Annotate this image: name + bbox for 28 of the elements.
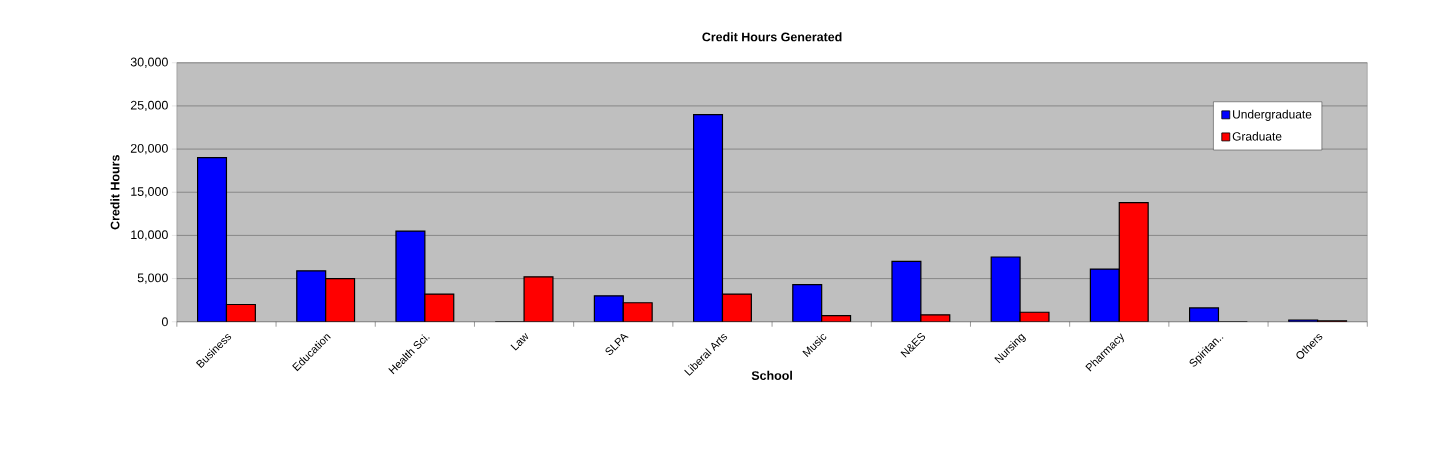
x-axis-title: School [751,370,792,380]
bar [593,295,624,322]
y-tick-label: 0 [161,317,168,327]
bar [225,303,256,322]
y-tick-label: 30,000 [130,57,168,68]
bar [792,283,823,322]
bar [196,156,228,322]
legend-label: Undergraduate [1233,109,1312,121]
bar [325,277,356,322]
y-tick-label: 20,000 [130,143,168,155]
y-tick-label: 25,000 [130,100,168,111]
bar [523,276,554,322]
bar [721,293,752,322]
chart-title: Credit Hours Generated [702,32,842,42]
bar [1118,201,1149,322]
bar [1089,268,1120,322]
bar [891,260,922,322]
y-tick-label: 10,000 [131,230,168,241]
y-tick-label: 15,000 [131,186,168,198]
bar [395,230,426,322]
legend-label: Graduate [1232,131,1282,141]
y-axis-title: Credit Hours [110,154,120,230]
y-tick-label: 5,000 [137,273,168,284]
x-tick-label: Law [510,332,529,351]
bar [296,270,327,322]
bar [622,302,653,322]
bar [991,256,1021,322]
bar [692,113,724,322]
